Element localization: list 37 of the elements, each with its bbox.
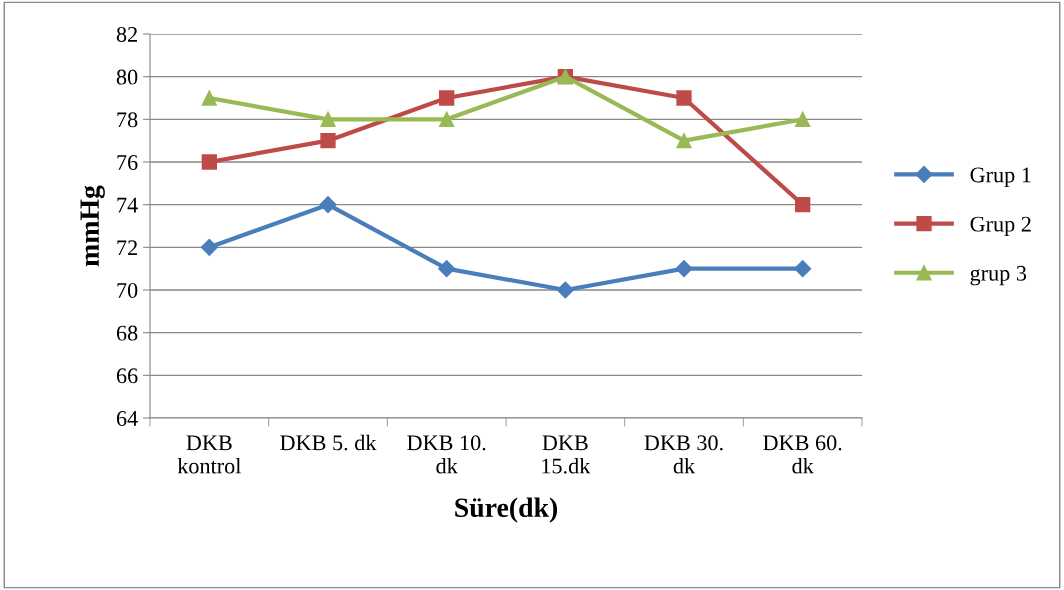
y-tick-label: 70	[117, 282, 138, 298]
x-tick-label: DKB 5. dk	[280, 434, 377, 451]
x-tick-label: DKB 10. dk	[407, 435, 486, 474]
y-tick-label: 64	[116, 410, 138, 426]
legend-label: Grup 2	[970, 216, 1031, 237]
point	[320, 111, 336, 127]
point	[319, 196, 337, 214]
point	[795, 111, 811, 127]
point	[439, 111, 455, 127]
y-tick-label: 68	[116, 325, 138, 341]
point	[675, 260, 693, 278]
point	[201, 154, 217, 170]
point	[676, 90, 692, 106]
point	[795, 197, 811, 213]
legend-label: grup 3	[970, 265, 1027, 286]
legend-label: Grup 1	[970, 167, 1031, 187]
point	[794, 260, 812, 278]
y-tick-label: 80	[116, 69, 138, 85]
x-tick-label: DKB 15.dk	[542, 435, 591, 474]
point	[676, 133, 692, 149]
y-tick-label: 74	[117, 197, 138, 213]
y-tick-label: 72	[117, 240, 137, 256]
y-tick-label: 66	[116, 368, 138, 384]
x-tick-label: DKB 60. dk	[763, 435, 842, 474]
x-axis-title: Süre(dk)	[455, 497, 558, 523]
x-tick-label: DKB kontrol	[177, 435, 241, 474]
y-tick-label: 78	[117, 112, 138, 128]
y-tick-label: 82	[116, 26, 137, 42]
y-tick-label: 76	[117, 154, 138, 170]
point	[438, 260, 456, 278]
point	[320, 133, 336, 149]
x-tick-label: DKB 30. dk	[644, 435, 723, 474]
point	[201, 90, 217, 106]
y-axis-title: mmHg	[80, 185, 105, 267]
point	[439, 90, 455, 106]
point	[200, 238, 218, 256]
point	[556, 281, 574, 299]
